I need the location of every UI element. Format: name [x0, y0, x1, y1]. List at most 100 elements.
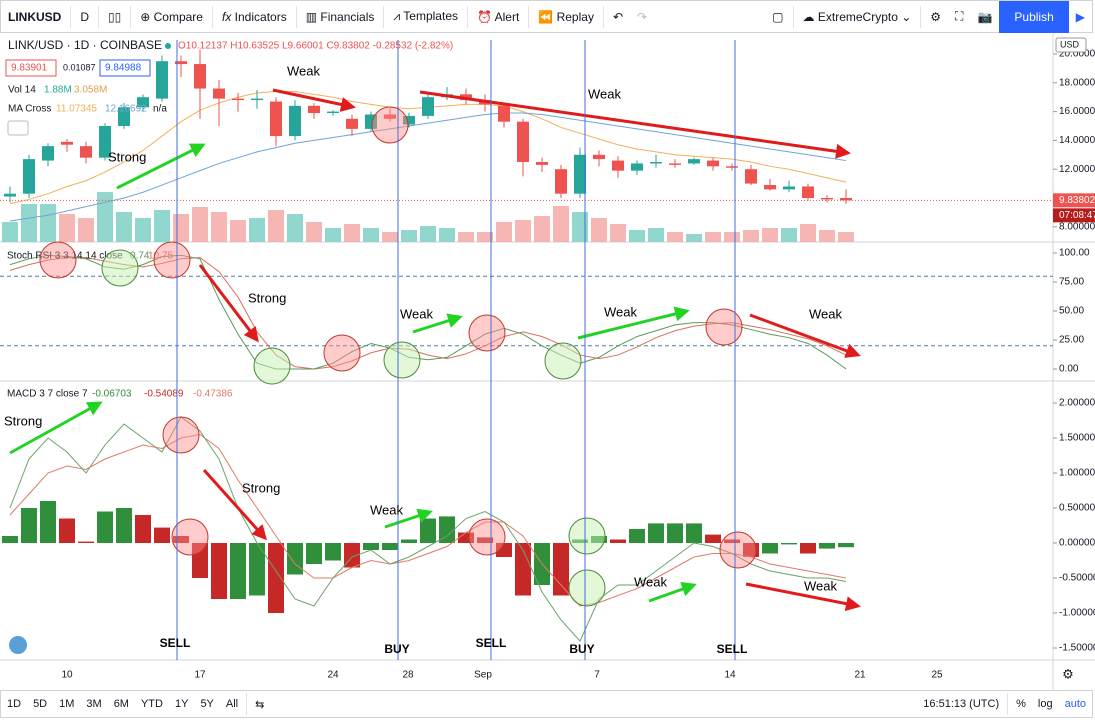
financials[interactable]: ▥ Financials [305, 9, 375, 24]
arrow [419, 90, 851, 159]
candle-body [574, 154, 586, 194]
annotation: Weak [804, 578, 837, 593]
candle-body [365, 114, 377, 129]
range[interactable]: 1Y [174, 698, 189, 710]
percent[interactable]: % [1016, 698, 1026, 710]
alert[interactable]: ⏰ Alert [477, 9, 520, 24]
log[interactable]: log [1037, 698, 1053, 710]
y-tick-label: 20.00000 [1059, 49, 1095, 60]
annotation: Strong [4, 413, 42, 428]
x-tick-label: 28 [402, 670, 414, 681]
y-tick-label: 14.00000 [1059, 135, 1095, 146]
signal-label: SELL [717, 642, 748, 656]
volume-bar [306, 222, 322, 242]
x-tick-label: 17 [194, 670, 206, 681]
range[interactable]: 5Y [200, 698, 214, 710]
annotation: Weak [370, 502, 403, 517]
volume-bar [325, 228, 341, 242]
range[interactable]: 6M [113, 698, 129, 710]
volume-bar [572, 212, 588, 242]
layout-icon[interactable]: ▢ [772, 9, 784, 24]
macd-histogram [800, 543, 816, 554]
macd-histogram [743, 543, 759, 557]
volume-bar [78, 218, 94, 242]
candle-body [821, 198, 833, 200]
replay[interactable]: ⏪ Replay [538, 9, 594, 24]
range[interactable]: YTD [140, 698, 163, 710]
annotation: Strong [108, 149, 146, 164]
play-icon[interactable]: ▶ [1075, 9, 1085, 24]
range[interactable]: 5D [33, 698, 48, 710]
volume-bar [629, 230, 645, 242]
annotation: Weak [287, 63, 320, 78]
macd-histogram [724, 539, 740, 543]
snapshot[interactable]: 📷 [977, 9, 993, 24]
compare[interactable]: ⊕ Compare [140, 9, 203, 24]
highlight-circle [568, 517, 606, 555]
volume-bar [192, 207, 208, 242]
volume-bar [800, 224, 816, 242]
macd-histogram [306, 543, 322, 564]
x-tick-label: 21 [854, 670, 866, 681]
volume-bar [420, 226, 436, 242]
volume-bar [439, 228, 455, 242]
templates[interactable]: ⩘ Templates [393, 9, 458, 23]
undo[interactable]: ↶ [612, 9, 624, 24]
volume-bar [648, 228, 664, 242]
volume-bar [211, 212, 227, 242]
indicators[interactable]: fx Indicators [221, 9, 287, 24]
countdown-tag [1053, 208, 1095, 223]
auto[interactable]: auto [1064, 698, 1086, 710]
signal-label: BUY [384, 642, 409, 656]
candle-body [232, 98, 244, 101]
publish-button[interactable]: Publish [999, 0, 1069, 33]
macd-histogram [59, 518, 75, 543]
volume-bar [363, 228, 379, 242]
collapse-btn [7, 120, 29, 136]
y-tick-label: 1.50000 [1059, 433, 1095, 444]
highlight-circle [323, 334, 361, 372]
symbol[interactable]: LINKUSD [8, 9, 62, 24]
y-tick-label: -1.50000 [1059, 643, 1095, 654]
y-tick-label: 75.00 [1059, 277, 1084, 288]
stoch-d [9, 257, 847, 370]
volume-bar [382, 232, 398, 242]
vol-value: 3.058M [74, 85, 107, 96]
highlight-circle [153, 241, 191, 279]
candle-body [194, 64, 206, 89]
ma-value: n/a [153, 104, 167, 115]
logo [9, 636, 27, 654]
candle-body [840, 198, 852, 201]
volume-bar [667, 232, 683, 242]
x-tick-label: 24 [327, 670, 339, 681]
settings[interactable]: ⚙ [930, 9, 942, 24]
stoch-value: 10.75 [148, 251, 173, 262]
macd-signal [9, 433, 847, 607]
y-tick-label: 0.00 [1059, 364, 1079, 375]
candle-body [403, 115, 415, 125]
range[interactable]: 1M [59, 698, 75, 710]
chart-area: 20.00000 18.00000 16.00000 14.00000 12.00000… [0, 34, 1095, 690]
macd-histogram [705, 534, 721, 543]
macd-value: -0.54089 [144, 389, 184, 400]
vol-legend: Vol 14 [8, 85, 36, 96]
volume-bar [819, 230, 835, 242]
goto-date[interactable]: ⇆ [255, 698, 265, 711]
volume-bar [838, 232, 854, 242]
volume-bar [724, 232, 740, 242]
account[interactable]: ☁ ExtremeCrypto ⌄ [802, 9, 912, 24]
macd-line [9, 416, 847, 642]
range[interactable]: All [225, 698, 239, 710]
redo[interactable]: ↷ [637, 9, 648, 24]
fullscreen[interactable]: ⛶ [955, 9, 964, 23]
range[interactable]: 3M [86, 698, 102, 710]
y-tick-label: 2.00000 [1059, 398, 1095, 409]
ma-legend: MA Cross [8, 104, 51, 115]
candle-body [688, 159, 700, 164]
chart-style-icon[interactable]: ▯▯ [108, 9, 122, 24]
interval[interactable]: D [80, 9, 90, 24]
candle-body [536, 162, 548, 165]
ma-value: 11.07345 [56, 104, 97, 115]
range[interactable]: 1D [7, 698, 22, 710]
candle-body [4, 193, 16, 197]
